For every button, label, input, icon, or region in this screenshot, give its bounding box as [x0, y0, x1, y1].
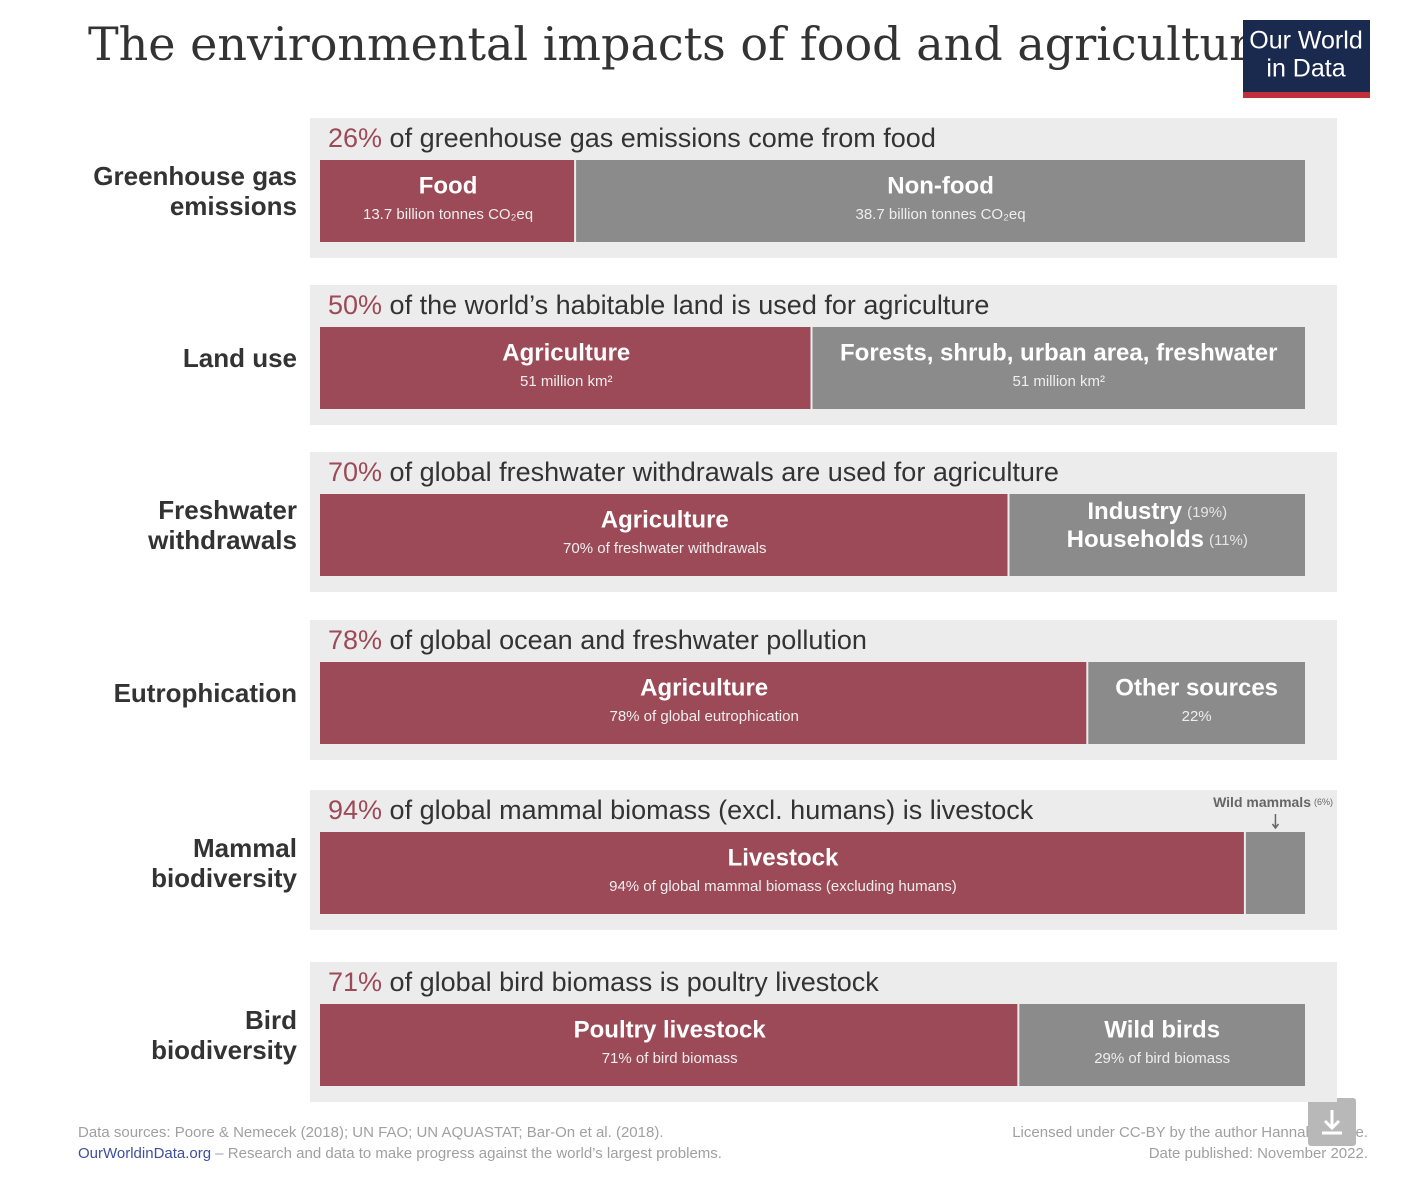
- segment-name: Other sources: [1115, 674, 1278, 701]
- logo-strip: [1243, 92, 1370, 98]
- segment-name: Poultry livestock: [574, 1016, 767, 1043]
- bar-segment: [320, 1004, 1018, 1086]
- segment-detail: 29% of bird biomass: [1094, 1050, 1230, 1067]
- row-label: emissions: [170, 191, 297, 221]
- callout: Wild mammals (6%): [1213, 794, 1333, 810]
- row-label: Greenhouse gas: [93, 161, 297, 191]
- footer-sources: Data sources: Poore & Nemecek (2018); UN…: [78, 1124, 664, 1141]
- headline-text: of global freshwater withdrawals are use…: [382, 457, 1059, 487]
- segment-detail: 38.7 billion tonnes CO₂eq: [855, 206, 1025, 223]
- callout-note: (6%): [1314, 797, 1333, 807]
- headline-text: of global mammal biomass (excl. humans) …: [382, 795, 1034, 825]
- headline: 71% of global bird biomass is poultry li…: [328, 967, 879, 997]
- bar-segment: [320, 160, 575, 242]
- headline-value: 70%: [328, 457, 382, 487]
- row-label: Eutrophication: [114, 678, 297, 708]
- bar-segment: [320, 662, 1087, 744]
- callout-arrow: [1271, 814, 1280, 830]
- bar-segment: [1088, 662, 1305, 744]
- headline: 50% of the world’s habitable land is use…: [328, 290, 989, 320]
- segment-name: Agriculture: [601, 506, 729, 533]
- headline: 26% of greenhouse gas emissions come fro…: [328, 123, 936, 153]
- segment-detail: 13.7 billion tonnes CO₂eq: [363, 206, 533, 223]
- chart-title: The environmental impacts of food and ag…: [88, 17, 1278, 71]
- bar-segment: [576, 160, 1305, 242]
- row-label: biodiversity: [151, 863, 297, 893]
- segment-name: Wild birds: [1104, 1016, 1220, 1043]
- segment-name: Agriculture: [640, 674, 768, 701]
- bar-segment: [1009, 494, 1305, 576]
- segment-name: Food: [419, 172, 478, 199]
- headline-value: 26%: [328, 123, 382, 153]
- row-label: withdrawals: [147, 525, 297, 555]
- segment-detail: 78% of global eutrophication: [609, 708, 798, 725]
- segment-name: Livestock: [728, 844, 839, 871]
- bar-segment: [320, 327, 811, 409]
- segment-detail: 71% of bird biomass: [602, 1050, 738, 1067]
- footer-date: Date published: November 2022.: [1149, 1145, 1368, 1162]
- bar-segment: [1245, 832, 1305, 914]
- footer-site: OurWorldinData.org: [78, 1145, 211, 1162]
- download-icon[interactable]: [1322, 1110, 1342, 1135]
- bar-segment: [812, 327, 1305, 409]
- segment-name: Forests, shrub, urban area, freshwater: [840, 339, 1277, 366]
- segment-detail: 70% of freshwater withdrawals: [563, 540, 766, 557]
- headline: 78% of global ocean and freshwater pollu…: [328, 625, 867, 655]
- segment-name: Industry (19%): [1087, 498, 1227, 525]
- bar-segment: [1019, 1004, 1305, 1086]
- headline-value: 71%: [328, 967, 382, 997]
- callout-text: Wild mammals: [1213, 794, 1311, 810]
- headline-text: of the world’s habitable land is used fo…: [382, 290, 989, 320]
- headline-value: 94%: [328, 795, 382, 825]
- logo-box: [1243, 20, 1370, 98]
- segment-name: Households (11%): [1067, 526, 1248, 553]
- footer-license: Licensed under CC-BY by the author Hanna…: [1012, 1124, 1368, 1141]
- segment-detail: 94% of global mammal biomass (excluding …: [609, 878, 957, 895]
- headline-value: 78%: [328, 625, 382, 655]
- headline: 70% of global freshwater withdrawals are…: [328, 457, 1059, 487]
- headline-text: of greenhouse gas emissions come from fo…: [382, 123, 936, 153]
- row-label: Freshwater: [158, 495, 297, 525]
- segment-name-text: Industry: [1087, 498, 1182, 525]
- segment-name-note: (11%): [1209, 532, 1248, 549]
- headline-text: of global bird biomass is poultry livest…: [382, 967, 879, 997]
- segment-detail: 51 million km²: [1012, 373, 1105, 390]
- headline-value: 50%: [328, 290, 382, 320]
- footer-tagline: – Research and data to make progress aga…: [211, 1145, 722, 1162]
- segment-name: Agriculture: [502, 339, 630, 366]
- segment-name-note: (19%): [1187, 504, 1227, 521]
- logo-text: Our World: [1249, 27, 1362, 55]
- bar-segment: [320, 494, 1008, 576]
- bar-segment: [320, 832, 1244, 914]
- headline: 94% of global mammal biomass (excl. huma…: [328, 795, 1034, 825]
- row-label: Mammal: [193, 833, 297, 863]
- segment-name: Non-food: [887, 172, 994, 199]
- segment-name-text: Households: [1067, 526, 1204, 553]
- segment-detail: 51 million km²: [520, 373, 613, 390]
- footer-line: OurWorldinData.org – Research and data t…: [78, 1145, 722, 1162]
- segment-detail: 22%: [1182, 708, 1212, 725]
- row-label: biodiversity: [151, 1035, 297, 1065]
- logo-text: in Data: [1266, 55, 1345, 83]
- headline-text: of global ocean and freshwater pollution: [382, 625, 867, 655]
- row-label: Land use: [183, 343, 297, 373]
- row-label: Bird: [245, 1005, 297, 1035]
